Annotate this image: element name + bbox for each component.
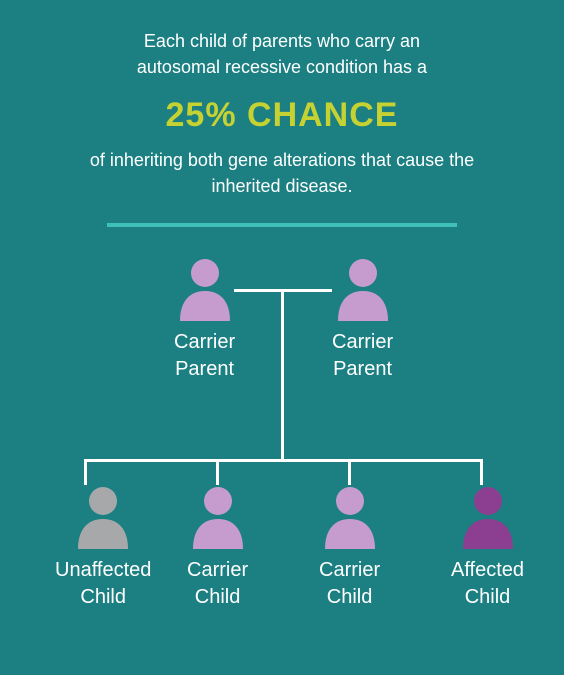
headline-text: 25% CHANCE	[166, 96, 399, 135]
pedigree-diagram: Carrier Parent Carrier Parent Unaffected C…	[42, 257, 522, 637]
connector-line	[480, 459, 483, 485]
outro-text: of inheriting both gene alterations that…	[82, 147, 482, 199]
person-label: Carrier Parent	[332, 329, 393, 383]
child-0: Unaffected Child	[55, 485, 151, 611]
child-1: Carrier Child	[187, 485, 248, 611]
person-icon	[176, 257, 234, 321]
infographic: Each child of parents who carry an autos…	[0, 0, 564, 675]
person-icon	[321, 485, 379, 549]
person-label: Affected Child	[451, 557, 524, 611]
person-icon	[189, 485, 247, 549]
connector-line	[281, 289, 284, 459]
intro-text: Each child of parents who carry an autos…	[102, 28, 462, 80]
person-icon	[459, 485, 517, 549]
person-label: Carrier Child	[187, 557, 248, 611]
connector-line	[348, 459, 351, 485]
parent-right: Carrier Parent	[332, 257, 393, 383]
divider	[107, 223, 457, 227]
person-label: Unaffected Child	[55, 557, 151, 611]
person-icon	[334, 257, 392, 321]
person-label: Carrier Child	[319, 557, 380, 611]
child-2: Carrier Child	[319, 485, 380, 611]
connector-line	[84, 459, 87, 485]
person-icon	[74, 485, 132, 549]
connector-line	[216, 459, 219, 485]
parent-left: Carrier Parent	[174, 257, 235, 383]
child-3: Affected Child	[451, 485, 524, 611]
person-label: Carrier Parent	[174, 329, 235, 383]
connector-line	[84, 459, 483, 462]
